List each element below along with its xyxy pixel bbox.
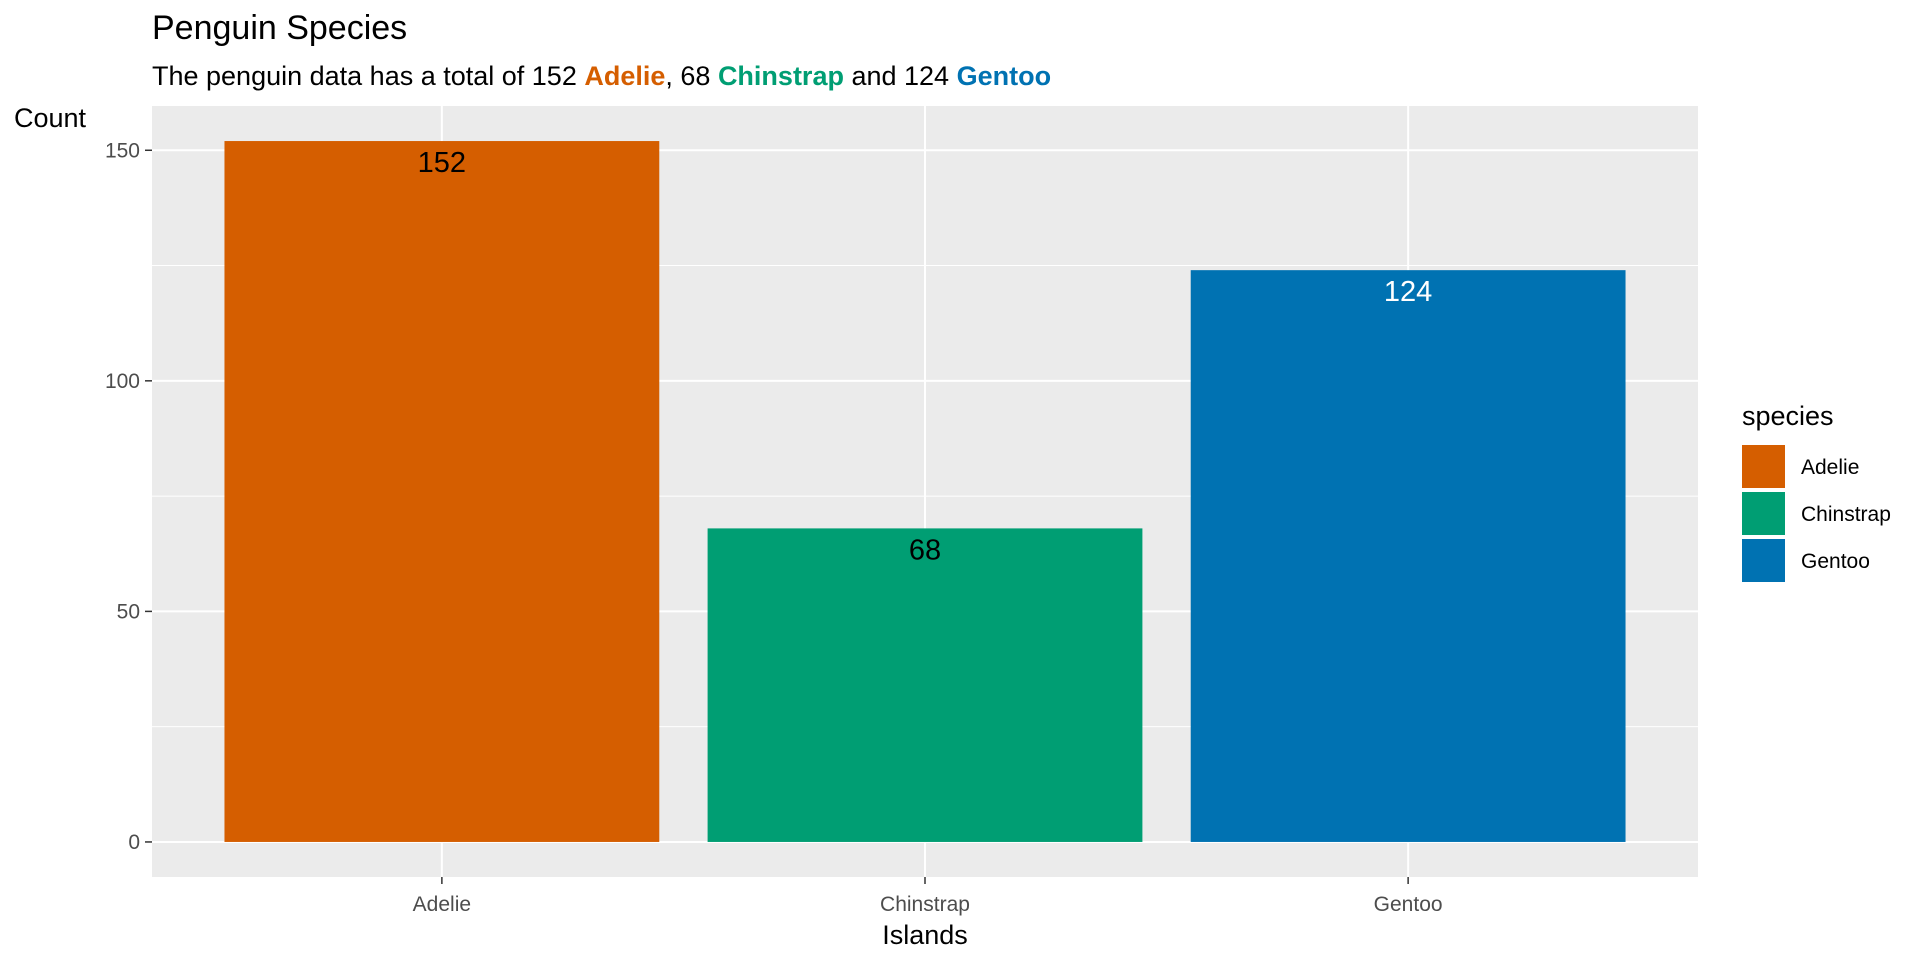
- subtitle-separator-1: ,: [665, 61, 680, 91]
- subtitle-separator-2: and: [844, 61, 904, 91]
- x-tick-label: Adelie: [413, 893, 471, 916]
- legend-label-chinstrap: Chinstrap: [1801, 503, 1891, 526]
- y-tick-label: 100: [105, 370, 140, 393]
- subtitle-species-adelie: Adelie: [584, 61, 665, 91]
- y-tick-label: 0: [128, 831, 140, 854]
- y-tick-label: 50: [117, 600, 140, 623]
- data-label-adelie: 152: [418, 147, 466, 179]
- data-labels: 152 68 124: [418, 147, 1433, 566]
- x-axis-title: Islands: [882, 920, 968, 950]
- subtitle-prefix: The penguin data has a total of: [152, 61, 532, 91]
- bars: [224, 141, 1626, 842]
- subtitle-count-chinstrap: 68: [680, 61, 718, 91]
- bar-chinstrap: [707, 528, 1143, 842]
- legend: species Adelie Chinstrap Gentoo: [1742, 401, 1891, 582]
- chart-title: Penguin Species: [152, 9, 407, 47]
- bar-gentoo: [1190, 270, 1626, 842]
- legend-label-adelie: Adelie: [1801, 456, 1859, 479]
- x-axis: Adelie Chinstrap Gentoo: [413, 877, 1443, 916]
- legend-key-chinstrap: [1742, 492, 1785, 535]
- legend-key-adelie: [1742, 445, 1785, 488]
- legend-key-gentoo: [1742, 539, 1785, 582]
- x-tick-label: Gentoo: [1374, 893, 1443, 916]
- bar-adelie: [224, 141, 660, 842]
- y-tick-label: 150: [105, 139, 140, 162]
- subtitle-count-gentoo: 124: [904, 61, 957, 91]
- legend-items: Adelie Chinstrap Gentoo: [1742, 445, 1891, 582]
- subtitle-species-chinstrap: Chinstrap: [718, 61, 844, 91]
- subtitle-count-adelie: 152: [532, 61, 585, 91]
- legend-label-gentoo: Gentoo: [1801, 550, 1870, 573]
- chart-subtitle: The penguin data has a total of 152 Adel…: [152, 61, 1051, 91]
- legend-title: species: [1742, 401, 1834, 431]
- data-label-gentoo: 124: [1384, 276, 1432, 308]
- y-axis: 0 50 100 150: [105, 139, 152, 854]
- subtitle-species-gentoo: Gentoo: [957, 61, 1052, 91]
- x-tick-label: Chinstrap: [880, 893, 970, 916]
- data-label-chinstrap: 68: [909, 534, 941, 566]
- y-axis-title: Count: [14, 103, 87, 133]
